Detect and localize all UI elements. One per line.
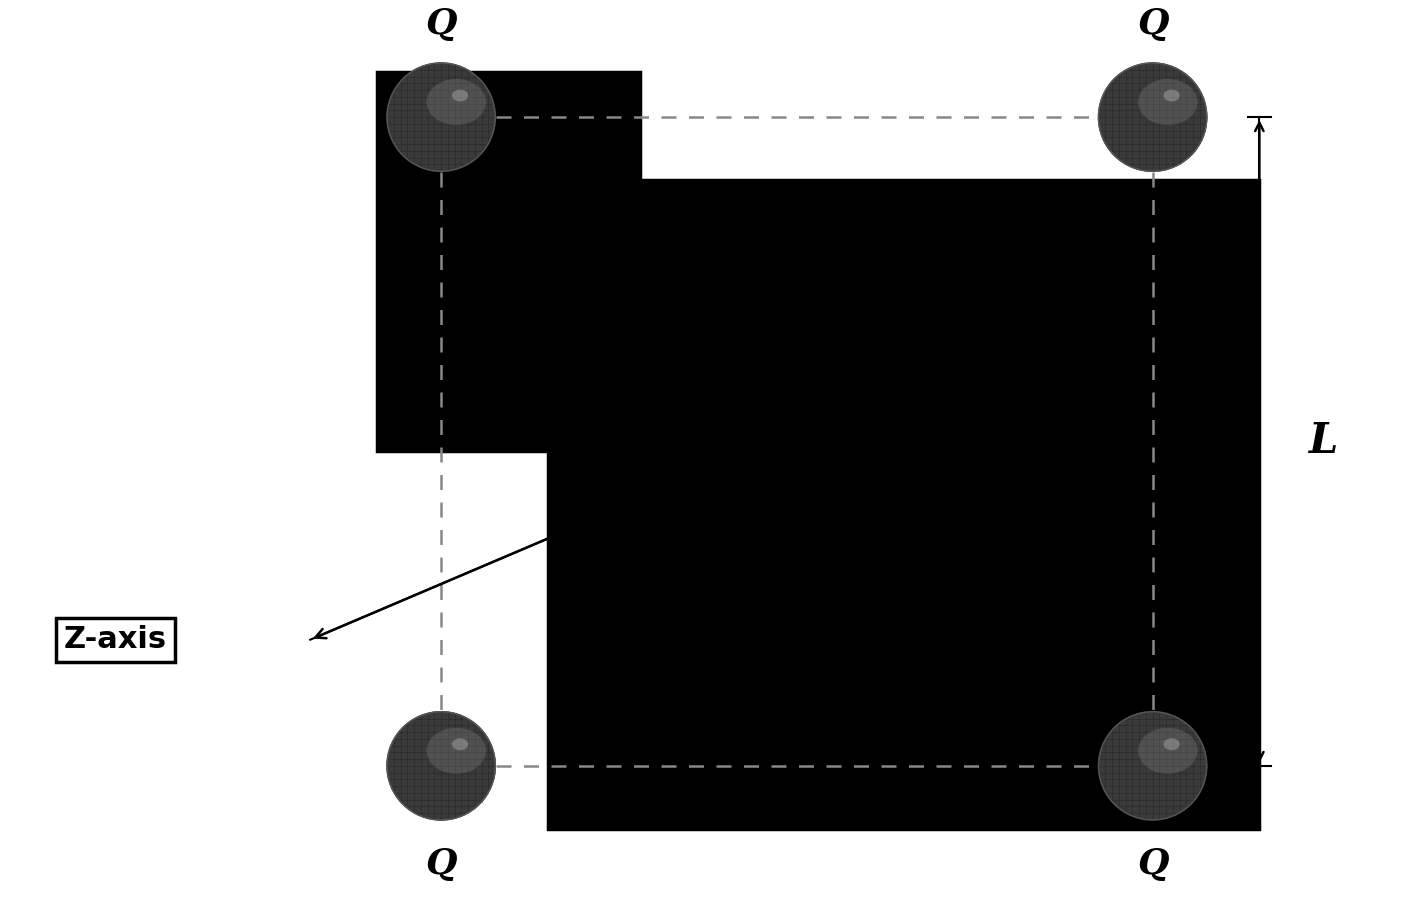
Ellipse shape xyxy=(427,79,487,125)
Ellipse shape xyxy=(1099,712,1207,820)
Text: Z-axis: Z-axis xyxy=(64,625,166,654)
Text: Q: Q xyxy=(1137,847,1168,881)
Ellipse shape xyxy=(387,712,495,820)
Ellipse shape xyxy=(1138,79,1198,125)
Ellipse shape xyxy=(1164,738,1180,751)
Text: L: L xyxy=(1309,421,1338,462)
Ellipse shape xyxy=(387,63,495,171)
Ellipse shape xyxy=(427,728,487,774)
Bar xyxy=(377,72,640,450)
Text: Q: Q xyxy=(425,6,457,41)
Text: Q: Q xyxy=(1137,6,1168,41)
Text: Q: Q xyxy=(425,847,457,881)
Ellipse shape xyxy=(1099,63,1207,171)
Ellipse shape xyxy=(1138,728,1198,774)
Ellipse shape xyxy=(453,89,468,102)
Ellipse shape xyxy=(453,738,468,751)
Ellipse shape xyxy=(1164,89,1180,102)
Bar xyxy=(548,180,1259,829)
